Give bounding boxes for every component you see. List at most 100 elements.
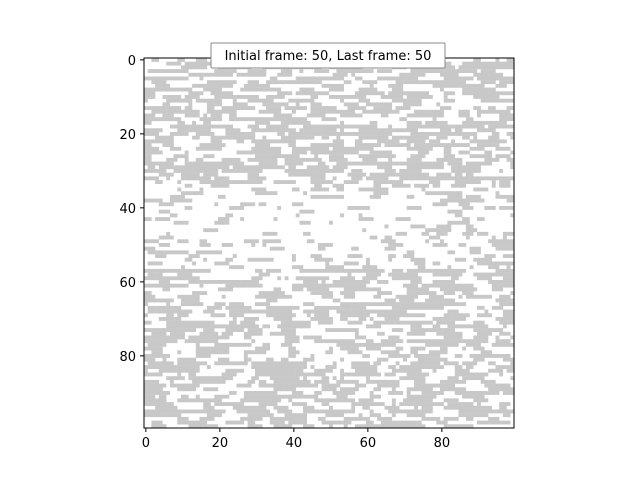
heatmap-cell xyxy=(321,387,337,392)
heatmap-cell xyxy=(169,339,178,344)
heatmap-cell xyxy=(144,76,159,81)
heatmap-cell xyxy=(321,83,326,88)
heatmap-cell xyxy=(358,98,370,103)
heatmap-cell xyxy=(144,128,152,133)
heatmap-cell xyxy=(440,198,444,203)
heatmap-cell xyxy=(502,357,515,362)
heatmap-cell xyxy=(340,109,356,114)
heatmap-cell xyxy=(366,157,378,162)
heatmap-cell xyxy=(414,402,430,406)
heatmap-cell xyxy=(380,357,389,362)
heatmap-cell xyxy=(391,368,407,373)
heatmap-cell xyxy=(510,161,515,166)
heatmap-cell xyxy=(495,154,511,159)
heatmap-cell xyxy=(451,317,467,321)
heatmap-cell xyxy=(210,143,226,147)
heatmap-cell xyxy=(158,365,163,369)
heatmap-cell xyxy=(247,424,263,429)
heatmap-cell xyxy=(369,394,381,399)
heatmap-cell xyxy=(169,379,174,384)
heatmap-cell xyxy=(332,72,348,77)
heatmap-cell xyxy=(506,117,515,122)
heatmap-cell xyxy=(347,342,359,347)
heatmap-cell xyxy=(451,416,459,421)
heatmap-cell xyxy=(351,409,356,414)
heatmap-cell xyxy=(240,202,256,207)
heatmap-cell xyxy=(314,283,322,288)
heatmap-cell xyxy=(325,365,337,369)
heatmap-cell xyxy=(310,365,315,369)
heatmap-cell xyxy=(299,420,307,425)
heatmap-cell xyxy=(306,157,322,162)
heatmap-cell xyxy=(144,132,159,136)
heatmap-cell xyxy=(421,139,426,144)
heatmap-cell xyxy=(266,268,282,273)
heatmap-cell xyxy=(236,383,252,388)
heatmap-cell xyxy=(380,95,393,99)
heatmap-cell xyxy=(266,357,274,362)
heatmap-cell xyxy=(351,402,367,406)
heatmap-cell xyxy=(221,361,237,366)
heatmap-cell xyxy=(329,220,333,225)
heatmap-cell xyxy=(232,317,237,321)
heatmap-cell xyxy=(251,139,263,144)
heatmap-cell xyxy=(251,361,267,366)
heatmap-cell xyxy=(273,109,282,114)
heatmap-cell xyxy=(144,320,152,325)
heatmap-cell xyxy=(440,287,444,292)
heatmap-cell xyxy=(499,169,504,173)
heatmap-cell xyxy=(188,72,200,77)
heatmap-cell xyxy=(299,365,307,369)
heatmap-cell xyxy=(199,143,211,147)
heatmap-cell xyxy=(158,361,174,366)
heatmap-cell xyxy=(181,328,196,332)
heatmap-cell xyxy=(454,339,463,344)
heatmap-cell xyxy=(155,217,171,221)
heatmap-cell xyxy=(243,331,252,336)
heatmap-cell xyxy=(232,420,245,425)
heatmap-cell xyxy=(477,402,481,406)
heatmap-cell xyxy=(406,372,422,377)
heatmap-cell xyxy=(155,328,167,332)
heatmap-cell xyxy=(351,246,359,251)
heatmap-cell xyxy=(465,409,478,414)
heatmap-cell xyxy=(417,150,430,155)
heatmap-cell xyxy=(255,80,259,85)
heatmap-cell xyxy=(214,409,226,414)
heatmap-cell xyxy=(162,113,171,118)
heatmap-cell xyxy=(232,165,245,170)
heatmap-cell xyxy=(144,354,159,358)
heatmap-cell xyxy=(195,346,211,351)
heatmap-cell xyxy=(406,72,418,77)
heatmap-cell xyxy=(399,320,415,325)
heatmap-cell xyxy=(436,420,448,425)
heatmap-cell xyxy=(295,376,300,381)
heatmap-cell xyxy=(292,150,296,155)
heatmap-cell xyxy=(443,302,452,307)
heatmap-cell xyxy=(251,280,259,284)
heatmap-cell xyxy=(410,331,426,336)
heatmap-cell xyxy=(232,98,237,103)
heatmap-cell xyxy=(388,254,396,258)
heatmap-cell xyxy=(380,176,389,181)
heatmap-cell xyxy=(325,128,337,133)
heatmap-cell xyxy=(336,187,344,192)
heatmap-cell xyxy=(236,180,252,184)
heatmap-cell xyxy=(177,372,182,377)
heatmap-cell xyxy=(314,80,322,85)
heatmap-cell xyxy=(506,106,511,110)
heatmap-cell xyxy=(299,128,304,133)
heatmap-cell xyxy=(369,161,381,166)
heatmap-cell xyxy=(373,320,381,325)
heatmap-cell xyxy=(488,280,492,284)
heatmap-cell xyxy=(491,287,504,292)
heatmap-cell xyxy=(258,117,267,122)
heatmap-cell xyxy=(303,405,315,410)
heatmap-cell xyxy=(436,69,441,73)
heatmap-cell xyxy=(477,420,489,425)
heatmap-cell xyxy=(162,161,171,166)
heatmap-cell xyxy=(262,243,267,247)
heatmap-cell xyxy=(284,169,300,173)
heatmap-cell xyxy=(247,342,252,347)
heatmap-cell xyxy=(332,146,348,151)
